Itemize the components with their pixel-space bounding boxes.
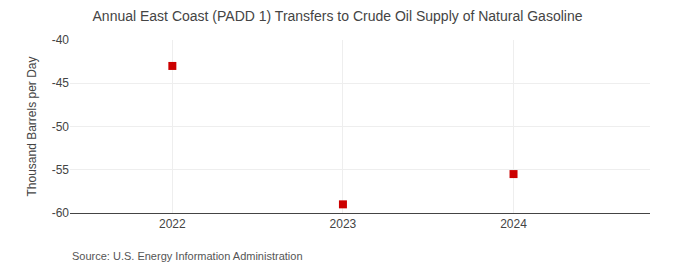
svg-text:-55: -55	[52, 163, 70, 177]
svg-text:2024: 2024	[500, 217, 527, 231]
svg-text:-60: -60	[52, 206, 70, 220]
svg-text:2023: 2023	[330, 217, 357, 231]
svg-text:-40: -40	[52, 33, 70, 47]
svg-text:-50: -50	[52, 120, 70, 134]
svg-text:Thousand Barrels per Day: Thousand Barrels per Day	[25, 56, 39, 196]
svg-text:-45: -45	[52, 76, 70, 90]
svg-text:Annual East Coast (PADD 1) Tra: Annual East Coast (PADD 1) Transfers to …	[93, 8, 583, 24]
svg-text:Source: U.S. Energy Informatio: Source: U.S. Energy Information Administ…	[72, 250, 303, 262]
svg-text:2022: 2022	[159, 217, 186, 231]
